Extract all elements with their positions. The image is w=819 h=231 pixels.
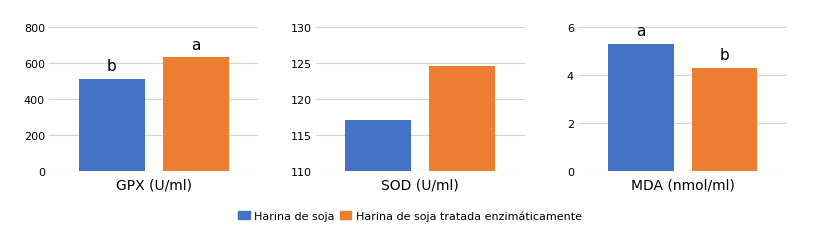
Text: a: a: [191, 37, 200, 52]
X-axis label: MDA (nmol/ml): MDA (nmol/ml): [630, 178, 734, 192]
Bar: [690, 68, 757, 171]
Bar: [428, 67, 495, 231]
Bar: [162, 58, 229, 171]
Text: b: b: [107, 59, 116, 74]
Bar: [79, 80, 145, 171]
X-axis label: SOD (U/ml): SOD (U/ml): [381, 178, 459, 192]
Legend: Harina de soja, Harina de soja tratada enzimáticamente: Harina de soja, Harina de soja tratada e…: [236, 208, 583, 223]
X-axis label: GPX (U/ml): GPX (U/ml): [115, 178, 192, 192]
Text: b: b: [719, 48, 728, 63]
Bar: [607, 44, 673, 171]
Bar: [345, 121, 411, 231]
Text: a: a: [636, 24, 645, 39]
